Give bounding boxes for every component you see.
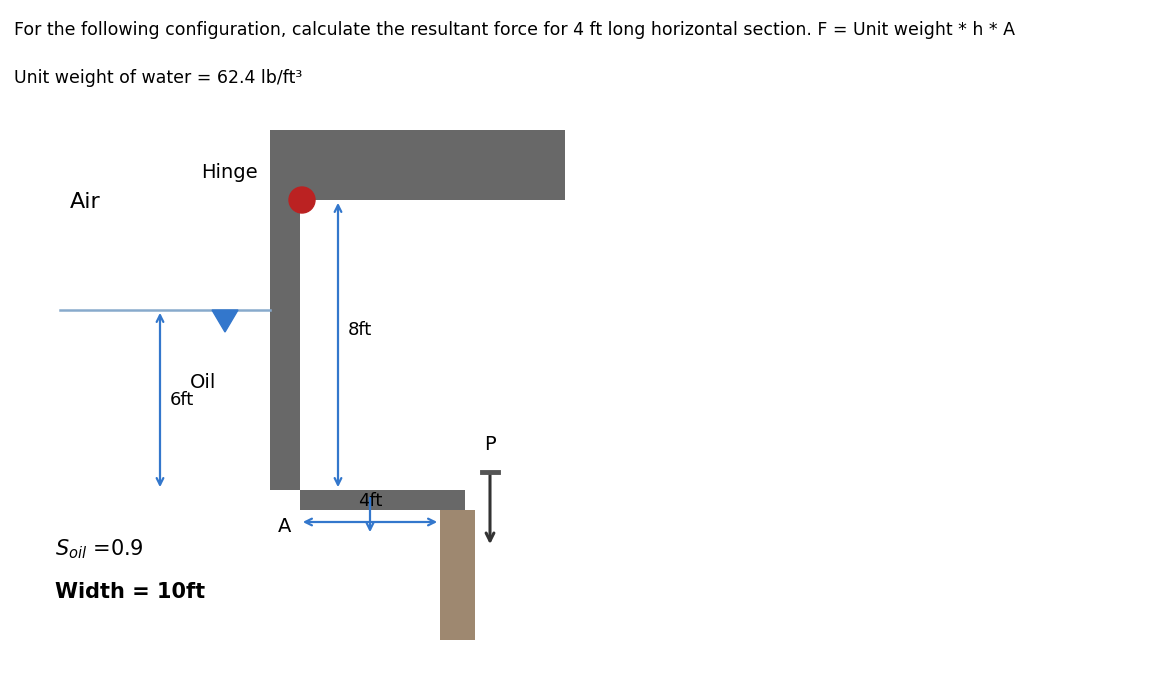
Bar xyxy=(270,130,565,200)
Text: 6ft: 6ft xyxy=(170,391,194,409)
Text: 8ft: 8ft xyxy=(347,321,372,339)
Circle shape xyxy=(289,187,315,213)
Text: Width = 10ft: Width = 10ft xyxy=(55,582,206,602)
Text: A: A xyxy=(279,517,292,536)
Text: Oil: Oil xyxy=(191,372,216,392)
Bar xyxy=(300,490,460,510)
Bar xyxy=(270,200,300,490)
Bar xyxy=(440,510,475,640)
Text: P: P xyxy=(485,435,496,454)
Text: $S_{oil}$ =0.9: $S_{oil}$ =0.9 xyxy=(55,537,144,561)
Text: Unit weight of water = 62.4 lb/ft³: Unit weight of water = 62.4 lb/ft³ xyxy=(14,69,302,87)
Text: Hinge: Hinge xyxy=(201,163,258,182)
Text: For the following configuration, calculate the resultant force for 4 ft long hor: For the following configuration, calcula… xyxy=(14,21,1014,39)
Text: Air: Air xyxy=(70,192,101,212)
Polygon shape xyxy=(211,310,238,332)
Text: 4ft: 4ft xyxy=(358,492,382,510)
Bar xyxy=(440,490,465,545)
